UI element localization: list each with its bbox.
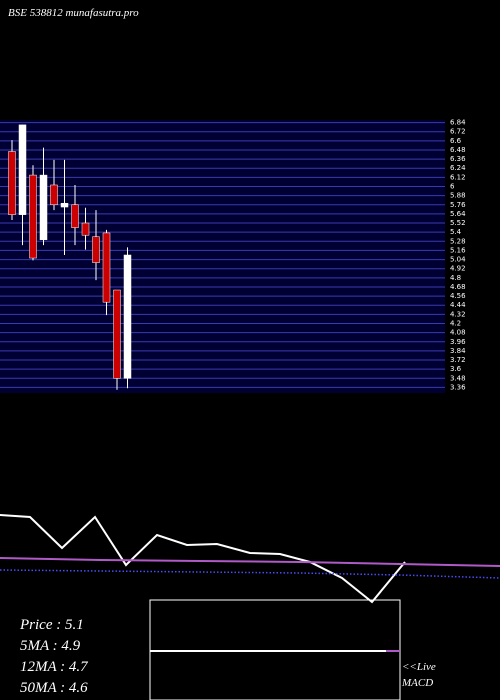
- y-tick-label: 6.84: [450, 119, 466, 127]
- y-tick-label: 6.48: [450, 146, 466, 154]
- y-tick-label: 4.56: [450, 292, 466, 300]
- y-tick-label: 5.04: [450, 256, 466, 264]
- indicator-line: [0, 514, 406, 604]
- y-tick-label: 3.36: [450, 383, 466, 391]
- macd-label: MACD: [401, 677, 433, 689]
- live-label: <<Live: [402, 661, 436, 673]
- y-tick-label: 5.88: [450, 192, 466, 200]
- candle-body: [92, 236, 100, 263]
- y-tick-label: 4.44: [450, 301, 466, 309]
- stat-label: 5MA : 4.9: [20, 638, 81, 654]
- y-tick-label: 6.6: [450, 137, 462, 145]
- price-panel: [0, 120, 445, 393]
- candle-body: [60, 202, 69, 208]
- y-tick-label: 4.32: [450, 310, 466, 318]
- candle-body: [8, 151, 16, 215]
- y-tick-label: 5.76: [450, 201, 466, 209]
- candle-body: [29, 174, 37, 259]
- candle-body: [71, 204, 79, 228]
- y-tick-label: 6.24: [450, 164, 466, 172]
- stat-label: 12MA : 4.7: [20, 659, 89, 675]
- y-tick-label: 6.12: [450, 173, 466, 181]
- y-tick-label: 5.52: [450, 219, 466, 227]
- stat-label: Price : 5.1: [19, 617, 84, 633]
- y-tick-label: 4.68: [450, 283, 466, 291]
- y-tick-label: 5.16: [450, 246, 466, 254]
- candle-body: [50, 184, 58, 206]
- y-tick-label: 4.2: [450, 320, 461, 328]
- chart-title: BSE 538812 munafasutra.pro: [8, 7, 139, 19]
- y-tick-label: 6.36: [450, 155, 466, 163]
- candle-body: [123, 254, 132, 379]
- y-tick-label: 4.92: [450, 265, 466, 273]
- y-tick-label: 3.84: [450, 347, 466, 355]
- y-tick-label: 4.08: [450, 329, 466, 337]
- indicator-line: [0, 557, 500, 567]
- candle-body: [18, 124, 27, 215]
- candle-body: [81, 222, 90, 236]
- y-tick-label: 4.8: [450, 274, 461, 282]
- y-tick-label: 3.72: [450, 356, 466, 364]
- indicator-line: [0, 569, 500, 579]
- y-tick-label: 3.6: [450, 365, 462, 373]
- y-tick-label: 5.64: [450, 210, 466, 218]
- y-tick-label: 3.96: [450, 338, 466, 346]
- candle-body: [39, 174, 48, 241]
- y-tick-label: 6: [450, 183, 455, 191]
- candle-body: [113, 289, 121, 379]
- y-tick-label: 5.4: [450, 228, 462, 236]
- y-tick-label: 6.72: [450, 128, 466, 136]
- y-tick-label: 5.28: [450, 237, 466, 245]
- candle-body: [102, 232, 111, 303]
- stat-label: 50MA : 4.6: [20, 680, 88, 696]
- y-tick-label: 3.48: [450, 374, 466, 382]
